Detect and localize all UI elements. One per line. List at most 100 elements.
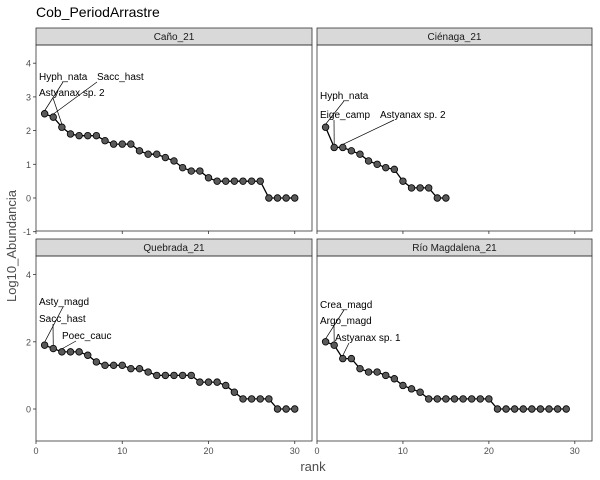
data-point — [416, 184, 424, 192]
x-tick-label: 0 — [314, 446, 319, 456]
data-point — [467, 395, 476, 403]
data-point — [425, 395, 433, 403]
species-label: Argo_magd — [320, 316, 372, 327]
data-point — [66, 130, 75, 138]
data-point — [330, 143, 338, 152]
data-point — [40, 110, 49, 118]
data-point — [450, 395, 459, 403]
data-point — [442, 395, 450, 403]
data-point — [144, 150, 152, 158]
data-point — [519, 405, 527, 413]
data-point — [364, 157, 373, 165]
data-point — [339, 143, 347, 152]
x-tick-label: 30 — [290, 446, 300, 456]
data-point — [364, 368, 373, 376]
data-point — [459, 395, 467, 403]
data-point — [407, 385, 416, 393]
strip-label: Río Magdalena_21 — [412, 243, 497, 254]
data-point — [75, 131, 83, 140]
data-point — [291, 405, 299, 413]
y-tick-label: 4 — [26, 270, 31, 280]
data-point — [49, 113, 57, 121]
data-point — [187, 371, 195, 380]
data-point — [213, 378, 221, 386]
data-point — [390, 165, 399, 174]
data-point — [101, 137, 109, 145]
data-point — [49, 344, 57, 353]
data-point — [230, 388, 239, 396]
x-tick-label: 20 — [484, 446, 494, 456]
y-tick-label: 2 — [26, 337, 31, 347]
data-point — [127, 140, 135, 148]
data-point — [161, 371, 170, 380]
data-point — [66, 348, 75, 356]
data-point — [536, 405, 545, 413]
leader-line — [61, 340, 77, 350]
species-label: Sacc_hast — [97, 72, 144, 83]
data-point — [256, 395, 264, 403]
species-label: Hyph_nata — [320, 91, 369, 102]
data-point — [485, 395, 493, 403]
data-point — [92, 131, 101, 140]
data-point — [553, 405, 562, 413]
data-point — [84, 351, 92, 359]
data-point — [282, 194, 290, 202]
data-point — [170, 157, 178, 165]
strip-label: Ciénaga_21 — [428, 32, 482, 43]
data-point — [347, 147, 356, 155]
strip-label: Caño_21 — [154, 32, 195, 43]
data-point — [178, 163, 187, 172]
species-label: Crea_magd — [320, 300, 372, 311]
panel-border — [316, 255, 593, 442]
data-point — [178, 371, 187, 380]
data-point — [493, 405, 502, 413]
panel-cano-21: Caño_21 -1 0 1 2 3 4 Hyph_nata Sacc_hast Astyanax… — [23, 27, 313, 237]
data-point — [196, 378, 204, 386]
rank-abundance-line — [44, 113, 295, 199]
x-axis-label: rank — [300, 459, 326, 474]
data-point — [347, 354, 356, 363]
data-point — [356, 364, 364, 373]
data-point — [425, 184, 433, 192]
data-point — [213, 177, 221, 185]
data-point — [170, 371, 178, 380]
data-point — [416, 388, 424, 396]
data-point — [265, 395, 273, 403]
leader-line — [44, 306, 64, 343]
x-tick-label: 0 — [33, 446, 38, 456]
data-point — [239, 395, 247, 403]
data-point — [101, 361, 109, 370]
data-point — [373, 160, 381, 168]
species-label: Astyanax sp. 2 — [380, 110, 446, 121]
panel-quebrada-21: Quebrada_21 0 2 4 0 10 20 30 Asty_magd Sacc_hast P… — [26, 238, 313, 456]
species-label: Astyanax sp. 2 — [39, 88, 105, 99]
data-point — [407, 184, 416, 192]
x-tick-label: 10 — [398, 446, 408, 456]
panel-cienaga-21: Ciénaga_21 Hyph_nata Eige_camp Astyanax sp.… — [316, 27, 593, 234]
data-point — [382, 163, 390, 172]
species-label: Sacc_hast — [39, 314, 86, 325]
data-point — [58, 348, 66, 356]
panel-border — [35, 44, 313, 232]
facet-panels: Caño_21 -1 0 1 2 3 4 Hyph_nata Sacc_hast Astyanax… — [23, 27, 593, 456]
data-point — [135, 364, 144, 373]
data-point — [528, 405, 536, 413]
data-point — [75, 348, 83, 356]
data-point — [442, 194, 450, 202]
y-tick-label: 2 — [26, 126, 31, 136]
data-point — [399, 381, 407, 390]
y-tick-label: 0 — [26, 405, 31, 415]
data-point — [153, 150, 161, 158]
data-point — [545, 405, 553, 413]
figure-title: Cob_PeriodArrastre — [36, 4, 160, 20]
data-point — [58, 123, 66, 131]
data-point — [273, 405, 282, 413]
data-point — [204, 378, 213, 386]
data-point — [92, 358, 101, 366]
species-label: Asty_magd — [39, 297, 89, 308]
panel-border — [316, 44, 593, 232]
data-point — [187, 167, 195, 175]
y-tick-label: 1 — [26, 160, 31, 170]
leader-line — [325, 100, 345, 125]
